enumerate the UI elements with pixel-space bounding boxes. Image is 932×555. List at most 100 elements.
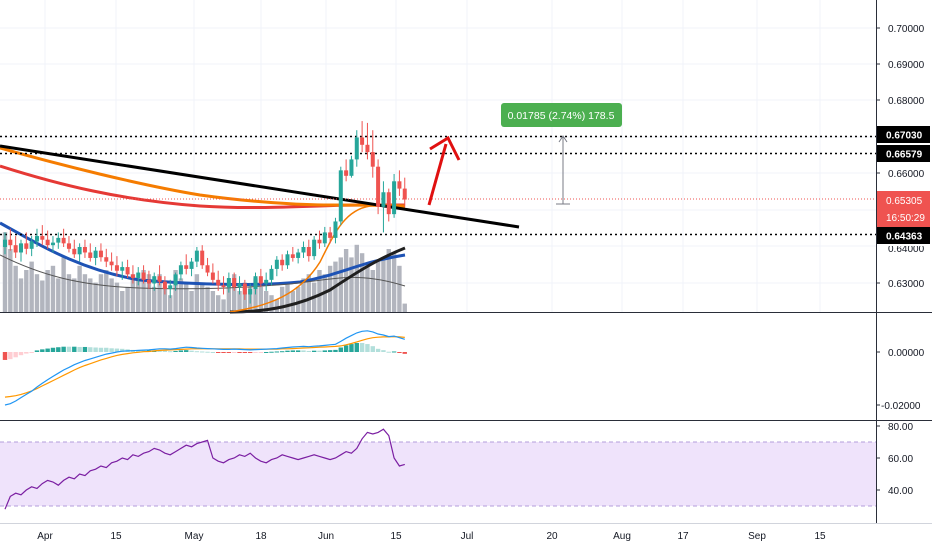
macd-hist-bar <box>50 347 56 352</box>
candle-body <box>61 237 66 244</box>
volume-bar <box>13 265 18 312</box>
rsi-tick-40: 40.00 <box>888 486 913 497</box>
rsi-axis[interactable]: 80.00 60.00 40.00 <box>876 422 913 497</box>
volume-bar <box>258 286 264 312</box>
macd-hist-bar <box>72 346 77 352</box>
volume-bar <box>24 270 29 312</box>
macd-hist-bar <box>263 352 269 353</box>
candle-body <box>18 243 23 253</box>
volume-bar <box>295 286 301 312</box>
volume-bar <box>386 249 391 312</box>
macd-hist-bar <box>306 350 312 352</box>
macd-hist-bar <box>354 342 359 352</box>
macd-tick-zero: 0.00000 <box>888 348 925 359</box>
level-label-1-bg <box>877 126 930 143</box>
time-label-may: May <box>185 531 204 542</box>
macd-hist-bar <box>322 350 327 352</box>
macd-hist-bar <box>61 346 66 352</box>
time-label-apr-15: 15 <box>110 531 122 542</box>
candle-body <box>253 276 258 289</box>
candle-body <box>173 274 178 286</box>
bullish-arrow-drawing[interactable] <box>427 135 461 206</box>
volume-bar <box>2 232 8 312</box>
volume-bar <box>72 278 77 312</box>
macd-hist-bar <box>189 350 194 352</box>
macd-hist-bar <box>327 350 333 352</box>
level-label-2: 0.66579 <box>886 150 923 161</box>
volume-bar <box>402 303 407 312</box>
main-price-pane[interactable]: 0.01785 (2.74%) 178.5 <box>0 0 876 314</box>
volume-bar <box>178 278 184 312</box>
candle-body <box>296 252 301 258</box>
axis-tick-0-66: 0.66000 <box>888 169 925 180</box>
descending-trendline[interactable] <box>0 144 520 229</box>
candle-body <box>168 285 173 289</box>
macd-hist-bar <box>45 348 50 352</box>
macd-hist-bar <box>375 348 381 352</box>
candle-body <box>136 272 141 279</box>
measure-label-box <box>501 103 622 127</box>
volume-bar <box>88 278 93 312</box>
volume-bar <box>397 265 402 312</box>
time-axis[interactable]: Apr 15 May 18 Jun 15 Jul 20 Aug 17 Sep 1… <box>37 531 826 542</box>
volume-bar <box>359 253 365 312</box>
volume-bar <box>285 282 290 312</box>
macd-hist-bar <box>338 347 343 352</box>
volume-bar <box>61 257 66 312</box>
candle-body <box>50 242 55 246</box>
time-label-jun: Jun <box>318 531 334 542</box>
candle-body <box>13 245 18 253</box>
volume-bar <box>29 261 34 312</box>
axis-tick-0-63: 0.63000 <box>888 279 925 290</box>
candle-body <box>178 265 183 275</box>
macd-hist-bar <box>343 345 349 352</box>
macd-hist-bar <box>2 352 8 360</box>
main-grid <box>0 0 876 312</box>
horizontal-levels[interactable] <box>0 135 876 236</box>
candle-body <box>386 192 391 215</box>
candle-body <box>82 247 87 253</box>
macd-hist-bar <box>184 350 189 352</box>
macd-axis[interactable]: 0.00000 -0.02000 <box>876 348 925 412</box>
main-price-axis[interactable]: 0.70000 0.69000 0.68000 0.66000 0.64000 … <box>876 24 925 290</box>
volume-bar <box>274 299 280 312</box>
candle-body <box>226 278 231 288</box>
candle-body <box>274 259 279 269</box>
macd-hist-bar <box>333 349 338 352</box>
candle-body <box>34 236 39 242</box>
macd-hist-bar <box>370 346 375 352</box>
rsi-pane[interactable] <box>0 428 876 510</box>
macd-hist-bar <box>210 352 216 353</box>
macd-hist-bar <box>349 344 354 352</box>
candle-body <box>104 257 109 262</box>
macd-hist-bar <box>136 350 141 352</box>
candle-body <box>328 232 333 238</box>
macd-pane[interactable] <box>2 330 407 406</box>
time-label-sep-15: 15 <box>814 531 826 542</box>
candle-body <box>232 278 237 288</box>
volume-bar <box>120 291 125 312</box>
volume-bar <box>279 286 285 312</box>
macd-hist-bar <box>157 350 162 352</box>
macd-hist-bar <box>242 352 248 353</box>
ma-blue-line <box>0 221 406 286</box>
macd-hist-bar <box>285 350 290 352</box>
candle-body <box>152 276 157 284</box>
volume-bar <box>221 299 226 312</box>
volume-bar <box>301 278 306 312</box>
level-label-2-bg <box>877 145 930 162</box>
macd-hist-bar <box>34 350 40 352</box>
price-range-measure[interactable]: 0.01785 (2.74%) 178.5 <box>501 103 622 205</box>
candle-body <box>349 159 354 176</box>
macd-hist-bar <box>274 351 280 353</box>
volume-bar <box>173 270 178 312</box>
macd-hist-bar <box>66 346 72 352</box>
macd-hist-bar <box>301 350 306 352</box>
candle-body <box>258 276 263 284</box>
time-label-aug: Aug <box>613 531 631 542</box>
bar-countdown-label: 16:50:29 <box>886 213 925 224</box>
macd-hist-bar <box>253 352 258 353</box>
candle-body <box>157 276 162 282</box>
